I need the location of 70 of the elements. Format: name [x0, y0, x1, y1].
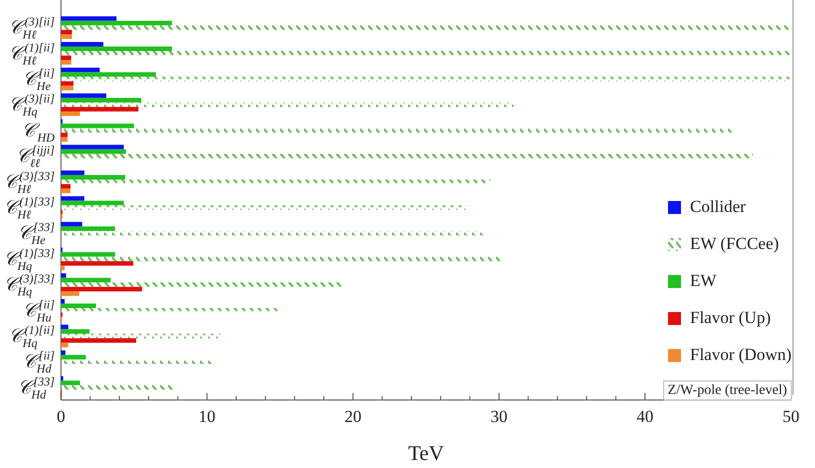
annotation: Z/W-pole (tree-level) [668, 383, 788, 398]
bar [61, 380, 80, 386]
bar [61, 324, 68, 330]
bar [61, 132, 68, 138]
bar [61, 350, 66, 355]
bar [61, 175, 126, 180]
bar [61, 291, 80, 296]
legend-label: EW [690, 271, 718, 290]
legend-label: Flavor (Down) [690, 345, 792, 364]
bar [61, 329, 90, 334]
bar [61, 273, 66, 278]
x-tick-label: 10 [198, 407, 216, 426]
bar [61, 30, 72, 34]
bar [61, 60, 72, 65]
bar [61, 106, 138, 112]
bar [61, 170, 84, 176]
legend-label: Flavor (Up) [690, 308, 771, 327]
bar [61, 102, 514, 107]
bar [61, 226, 116, 231]
bar [61, 16, 116, 21]
legend-label: Collider [690, 197, 746, 216]
bar [61, 222, 82, 226]
bar [61, 304, 96, 308]
bar [61, 184, 70, 189]
x-axis-title: TeV [408, 441, 444, 465]
bar [61, 144, 124, 150]
bar [61, 86, 74, 90]
bar [61, 180, 490, 184]
bar [61, 93, 106, 98]
y-tick-label: 𝒞$_{HD}$ [21, 120, 55, 144]
x-tick-label: 30 [490, 407, 508, 426]
bar [61, 76, 791, 82]
bar [61, 334, 220, 338]
bar [61, 286, 142, 292]
bar [61, 354, 86, 360]
bar [61, 20, 172, 26]
bar [61, 56, 72, 60]
x-tick-label: 20 [344, 407, 362, 426]
bar [61, 149, 126, 154]
bar [61, 266, 65, 270]
bar [61, 51, 791, 56]
bar [61, 124, 134, 128]
x-tick-label: 0 [56, 407, 66, 426]
bar [61, 188, 70, 194]
bar [61, 308, 278, 313]
bar [61, 298, 65, 304]
bar [61, 154, 754, 158]
bar [61, 72, 156, 77]
bar [61, 278, 111, 282]
x-tick-label: 50 [782, 407, 800, 426]
bar [61, 200, 124, 206]
bar [61, 196, 84, 201]
bar [61, 98, 142, 102]
bar [61, 137, 68, 142]
bar [61, 282, 342, 287]
bar [61, 34, 72, 39]
x-tick-label: 40 [636, 407, 654, 426]
bar [61, 385, 173, 390]
bar [61, 205, 467, 210]
bar [61, 338, 136, 343]
bar [61, 81, 74, 86]
legend-label: EW (FCCee) [690, 234, 779, 253]
bar [61, 42, 104, 47]
bar [61, 68, 100, 72]
bar [61, 342, 68, 348]
bar [61, 111, 80, 116]
bar [61, 252, 116, 257]
bar [61, 46, 172, 52]
bar [61, 261, 134, 266]
bar [61, 25, 791, 30]
